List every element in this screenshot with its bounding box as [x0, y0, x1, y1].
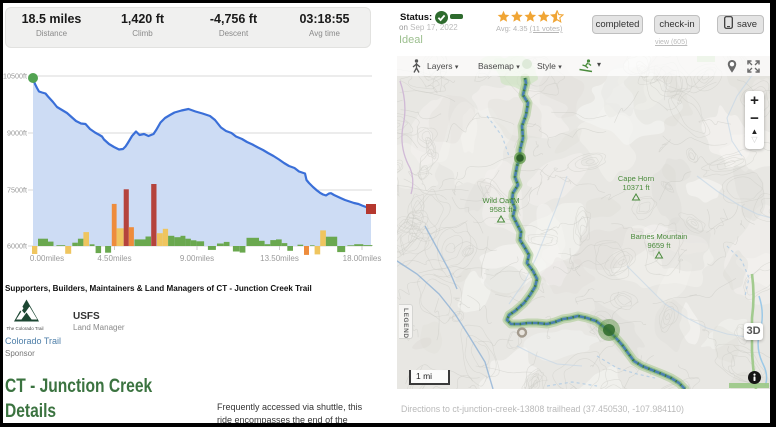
svg-text:9581 ft: 9581 ft	[490, 205, 514, 214]
svg-text:Barnes Mountain: Barnes Mountain	[631, 232, 688, 241]
svg-text:10500ft: 10500ft	[3, 72, 27, 81]
svg-text:4.50miles: 4.50miles	[97, 254, 131, 263]
svg-text:7500ft: 7500ft	[7, 186, 27, 195]
svg-text:9.00miles: 9.00miles	[180, 254, 214, 263]
svg-text:10371 ft: 10371 ft	[622, 183, 650, 192]
svg-text:Cape Horn: Cape Horn	[618, 174, 654, 183]
svg-text:18.00miles: 18.00miles	[343, 254, 382, 263]
svg-text:6000ft: 6000ft	[7, 242, 27, 251]
svg-text:13.50miles: 13.50miles	[260, 254, 299, 263]
svg-text:0.00miles: 0.00miles	[30, 254, 64, 263]
svg-text:Wild Oat M: Wild Oat M	[482, 196, 519, 205]
svg-text:9659 ft: 9659 ft	[648, 241, 672, 250]
svg-text:9000ft: 9000ft	[7, 129, 27, 138]
